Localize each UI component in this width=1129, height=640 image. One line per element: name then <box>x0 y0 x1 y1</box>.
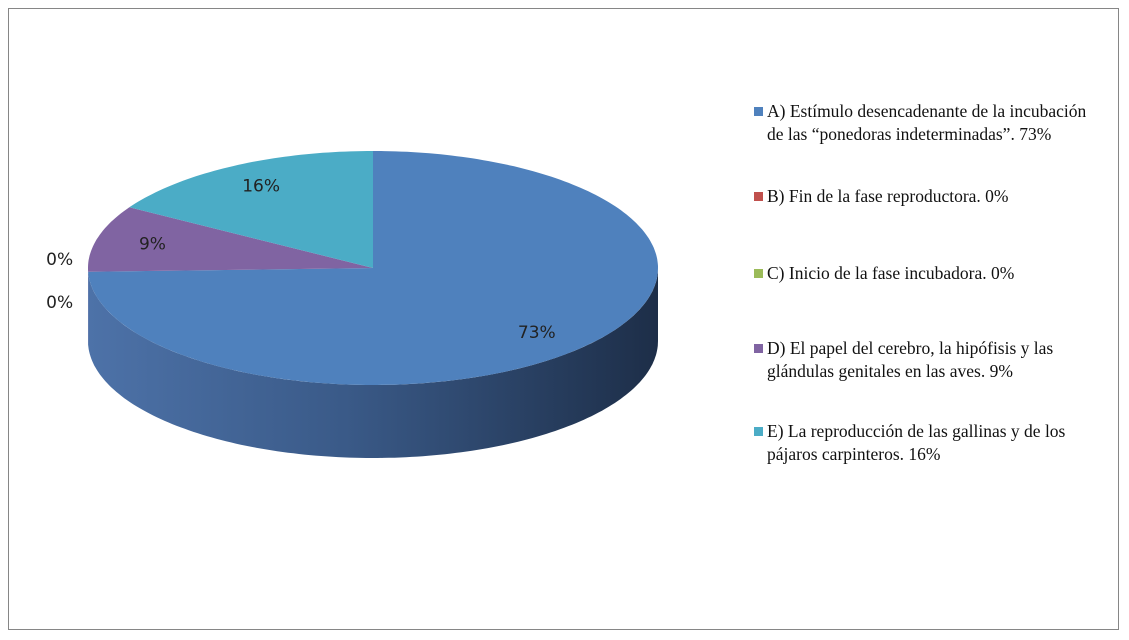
data-label: 73% <box>518 323 556 343</box>
pie-slice <box>129 151 373 268</box>
data-label: 16% <box>242 176 280 196</box>
chart-frame <box>8 8 1119 630</box>
legend-swatch <box>754 269 763 278</box>
legend-swatch <box>754 344 763 353</box>
legend-swatch <box>754 107 763 116</box>
data-label: 0% <box>46 250 73 270</box>
pie-slice <box>88 151 659 385</box>
legend-label: A) Estímulo desencadenante de la incubac… <box>767 101 1087 144</box>
data-label: 0% <box>46 293 73 313</box>
pie-slice <box>88 207 373 272</box>
legend-swatch <box>754 427 763 436</box>
legend-label: D) El papel del cerebro, la hipófisis y … <box>767 338 1054 381</box>
legend-swatch <box>754 192 763 201</box>
legend-label: C) Inicio de la fase incubadora. 0% <box>767 263 1015 283</box>
pie-side <box>88 268 659 458</box>
data-label: 9% <box>139 234 166 254</box>
legend-label: B) Fin de la fase reproductora. 0% <box>767 186 1009 206</box>
legend-label: E) La reproducción de las gallinas y de … <box>767 421 1066 464</box>
